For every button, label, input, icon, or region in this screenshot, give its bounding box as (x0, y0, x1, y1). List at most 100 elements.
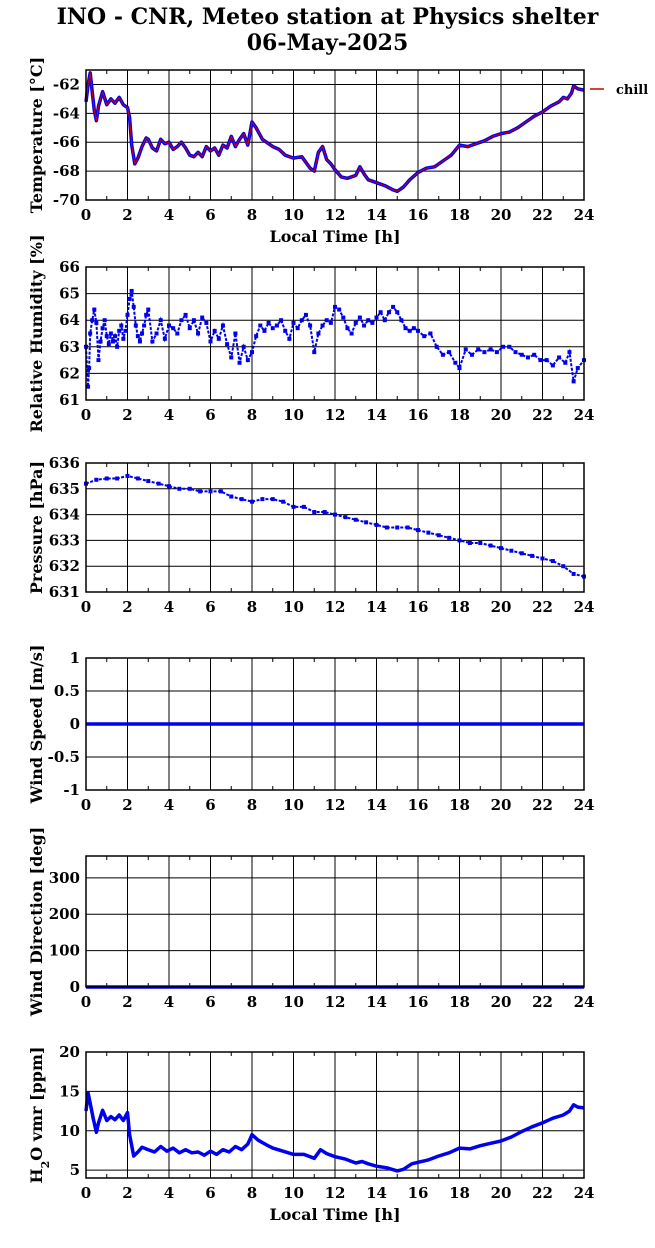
x-tick-label: 16 (408, 796, 429, 814)
x-tick-label: 10 (283, 1184, 304, 1202)
y-tick-label: 635 (49, 480, 80, 498)
data-point (328, 320, 333, 325)
data-point (117, 328, 122, 333)
data-point (374, 522, 379, 527)
y-tick-label: 200 (49, 905, 80, 923)
data-point (567, 350, 572, 355)
x-tick-label: 18 (449, 1184, 470, 1202)
data-point (274, 323, 279, 328)
data-point (426, 530, 431, 535)
x-tick-label: 2 (122, 406, 132, 424)
x-tick-label: 0 (81, 598, 91, 616)
data-point (540, 556, 545, 561)
data-point (175, 331, 180, 336)
data-point (115, 344, 120, 349)
x-tick-label: 8 (247, 206, 257, 224)
series-line (84, 1091, 585, 1173)
data-point (395, 525, 400, 530)
y-tick-label: 63 (59, 338, 80, 356)
y-axis-label: Wind Speed [m/s] (27, 645, 46, 805)
data-point (106, 342, 111, 347)
x-tick-label: 0 (81, 796, 91, 814)
data-point (550, 363, 555, 368)
data-point (370, 320, 375, 325)
data-point (301, 504, 306, 509)
data-point (333, 304, 337, 309)
data-point (183, 312, 188, 317)
x-tick-label: 18 (449, 796, 470, 814)
x-tick-label: 4 (164, 993, 174, 1011)
data-point (538, 358, 543, 363)
y-tick-label: 1 (70, 649, 80, 667)
x-tick-label: 10 (283, 406, 304, 424)
data-point (102, 318, 107, 323)
data-point (142, 323, 147, 328)
y-tick-label: 62 (59, 364, 80, 382)
x-tick-label: 12 (325, 1184, 346, 1202)
x-tick-label: 2 (122, 993, 132, 1011)
x-tick-label: 6 (205, 406, 215, 424)
x-tick-label: 24 (574, 1184, 595, 1202)
data-point (131, 304, 136, 309)
data-point (212, 328, 217, 333)
data-point (353, 517, 358, 522)
data-point (146, 307, 151, 312)
x-tick-label: 20 (491, 993, 512, 1011)
x-tick-label: 10 (283, 993, 304, 1011)
data-point (391, 304, 396, 309)
x-tick-label: 2 (122, 206, 132, 224)
data-point (357, 315, 362, 320)
data-point (140, 331, 145, 336)
data-point (225, 342, 230, 347)
data-point (239, 497, 244, 502)
data-point (90, 318, 95, 323)
chill-series-line (85, 72, 585, 192)
x-tick-label: 6 (205, 598, 215, 616)
x-tick-label: 20 (491, 206, 512, 224)
data-point (135, 476, 140, 481)
data-point (177, 486, 182, 491)
data-point (322, 510, 327, 515)
data-point (447, 535, 452, 540)
data-point (281, 499, 286, 504)
data-point (129, 288, 134, 293)
y-tick-label: 632 (49, 557, 80, 575)
data-point (422, 334, 427, 339)
x-tick-label: 22 (532, 598, 553, 616)
x-tick-label: 4 (164, 796, 174, 814)
x-tick-label: 14 (366, 406, 387, 424)
data-point (86, 384, 91, 389)
data-point (476, 347, 481, 352)
data-point (113, 334, 118, 339)
y-tick-label: -0.5 (48, 748, 80, 766)
data-point (343, 515, 348, 520)
data-point (283, 328, 288, 333)
y-tick-label: 100 (49, 942, 80, 960)
x-tick-label: 22 (532, 993, 553, 1011)
data-point (563, 360, 568, 365)
y-tick-label: 0 (70, 715, 80, 733)
y-tick-label: 0.5 (54, 682, 80, 700)
y-tick-label: -64 (53, 104, 80, 122)
data-point (92, 307, 97, 312)
data-point (349, 331, 354, 336)
x-tick-label: 6 (205, 993, 215, 1011)
x-tick-label: 22 (532, 406, 553, 424)
data-point (457, 366, 462, 371)
x-tick-label: 18 (449, 406, 470, 424)
data-point (125, 312, 130, 317)
data-point (337, 307, 342, 312)
x-tick-label: 6 (205, 1184, 215, 1202)
x-tick-label: 16 (408, 206, 429, 224)
data-point (167, 323, 171, 328)
data-point (204, 320, 209, 325)
data-point (94, 477, 99, 482)
x-tick-label: 24 (574, 406, 595, 424)
data-point (115, 476, 120, 481)
data-point (254, 334, 259, 339)
data-point (144, 312, 149, 317)
data-point (488, 347, 493, 352)
data-point (378, 310, 383, 315)
